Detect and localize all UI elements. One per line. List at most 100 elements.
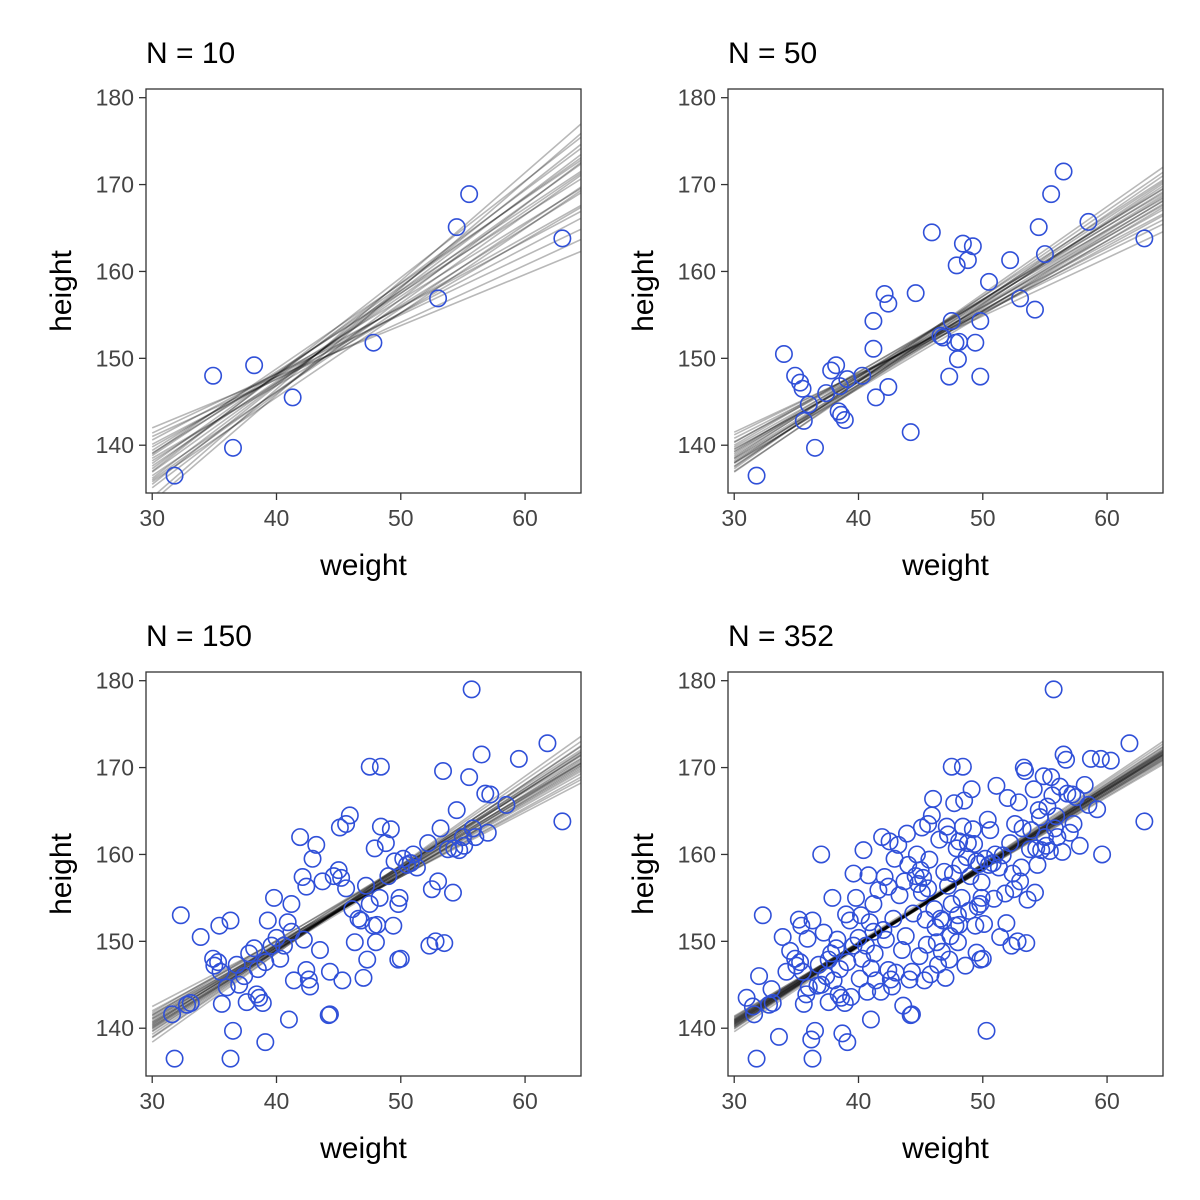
- data-points: [163, 680, 572, 1068]
- x-tick-label: 60: [512, 1088, 538, 1114]
- data-point: [365, 839, 384, 858]
- data-point: [940, 367, 959, 386]
- y-tick-label: 160: [96, 258, 134, 284]
- data-point: [1101, 751, 1120, 770]
- data-point: [962, 780, 981, 799]
- data-point: [987, 776, 1006, 795]
- data-point: [497, 795, 516, 814]
- x-tick-label: 40: [264, 1088, 290, 1114]
- data-point: [777, 962, 796, 981]
- data-point: [794, 411, 813, 430]
- data-point: [221, 1049, 240, 1068]
- data-point: [942, 311, 961, 330]
- panel-title: N = 10: [146, 37, 235, 70]
- data-point: [1067, 788, 1086, 807]
- panel-3: 30 40 50 60 140 150 160 170 180 N = 150 weight heig…: [45, 620, 582, 1165]
- data-point: [371, 817, 390, 836]
- data-point: [253, 994, 272, 1013]
- y-tick-label: 140: [96, 432, 134, 458]
- y-axis-title: height: [45, 832, 78, 914]
- data-point: [915, 971, 934, 990]
- data-point: [313, 872, 332, 891]
- data-point: [294, 930, 313, 949]
- data-point: [1009, 793, 1028, 812]
- regression-line: [733, 751, 1163, 1023]
- data-point: [948, 906, 967, 925]
- data-point: [897, 824, 916, 843]
- data-point: [803, 911, 822, 930]
- data-point: [337, 879, 356, 898]
- data-point: [789, 910, 808, 929]
- regression-line: [733, 182, 1163, 472]
- data-point: [310, 941, 329, 960]
- data-point: [932, 942, 951, 961]
- panel-border: [727, 88, 1164, 494]
- regression-line: [151, 750, 581, 1032]
- data-point: [1057, 750, 1076, 769]
- y-tick-label: 140: [678, 432, 716, 458]
- regression-line: [733, 196, 1163, 462]
- data-point: [407, 858, 426, 877]
- data-point: [859, 866, 878, 885]
- regression-line: [151, 143, 581, 485]
- y-axis-title: height: [627, 249, 660, 331]
- data-point: [929, 955, 948, 974]
- data-point: [832, 405, 851, 424]
- x-axis-title: weight: [901, 549, 989, 582]
- data-point: [781, 941, 800, 960]
- data-point: [171, 906, 190, 925]
- data-point: [553, 229, 572, 248]
- data-point: [1002, 936, 1021, 955]
- data-point: [934, 328, 953, 347]
- data-point: [938, 876, 957, 895]
- regression-line: [733, 185, 1163, 467]
- data-point: [876, 930, 895, 949]
- data-point: [914, 868, 933, 887]
- data-point: [837, 905, 856, 924]
- data-point: [455, 836, 474, 855]
- x-tick-label: 50: [388, 1088, 414, 1114]
- data-point: [931, 909, 950, 928]
- regression-line: [151, 147, 581, 470]
- data-point: [879, 294, 898, 313]
- data-point: [798, 929, 817, 948]
- regression-line: [151, 250, 581, 429]
- data-point: [879, 961, 898, 980]
- data-point: [354, 968, 373, 987]
- data-point: [917, 935, 936, 954]
- data-point: [828, 930, 847, 949]
- data-point: [926, 918, 945, 937]
- data-point: [352, 911, 371, 930]
- x-tick-label: 30: [721, 1088, 747, 1114]
- data-point: [224, 1021, 243, 1040]
- data-point: [912, 883, 931, 902]
- data-point: [299, 970, 318, 989]
- data-point: [948, 350, 967, 369]
- data-point: [371, 757, 390, 776]
- data-point: [970, 855, 989, 874]
- data-point: [827, 356, 846, 375]
- data-point: [858, 982, 877, 1001]
- data-point: [971, 367, 990, 386]
- data-point: [191, 927, 210, 946]
- data-point: [1040, 841, 1059, 860]
- data-point: [366, 933, 385, 952]
- data-point: [953, 757, 972, 776]
- data-point: [1035, 245, 1054, 264]
- data-point: [163, 1005, 182, 1024]
- data-point: [210, 916, 229, 935]
- data-point: [332, 868, 351, 887]
- data-point: [799, 395, 818, 414]
- data-point: [1081, 749, 1100, 768]
- posterior-lines: [733, 166, 1163, 473]
- data-point: [370, 888, 389, 907]
- data-point: [181, 994, 200, 1013]
- regression-line: [151, 186, 581, 477]
- data-point: [864, 311, 883, 330]
- data-point: [429, 872, 448, 891]
- regression-line: [151, 170, 581, 457]
- regression-line: [733, 753, 1163, 1021]
- x-tick-label: 50: [388, 505, 414, 531]
- data-point: [224, 438, 243, 457]
- regression-line: [733, 752, 1163, 1024]
